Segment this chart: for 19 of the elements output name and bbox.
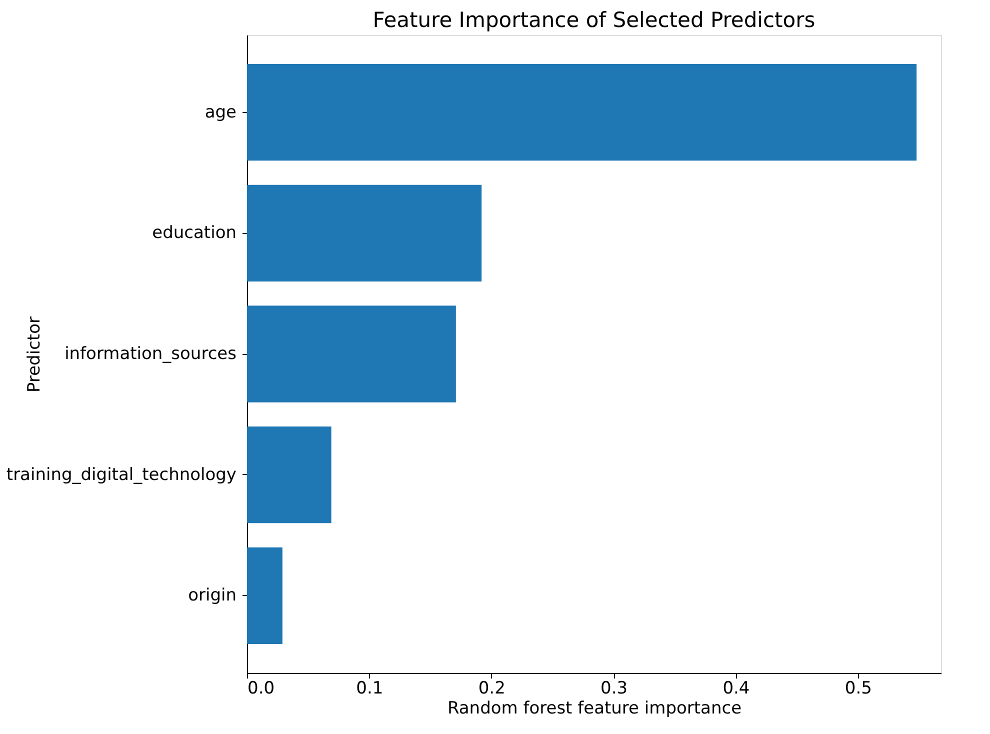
x-tick-label: 0.1	[356, 678, 384, 698]
bar	[247, 184, 482, 282]
x-tick-label: 0.0	[248, 678, 275, 698]
x-axis-title: Random forest feature importance	[447, 698, 742, 718]
bar	[247, 547, 282, 644]
x-tick-label: 0.4	[722, 678, 750, 698]
bar	[247, 64, 917, 161]
y-tick-label: origin	[188, 586, 236, 606]
bar	[247, 426, 332, 524]
y-tick-label: information_sources	[64, 344, 237, 364]
y-tick-label: education	[152, 223, 236, 244]
y-axis-title: Predictor	[24, 316, 44, 392]
y-tick-label: age	[204, 102, 236, 122]
x-tick-label: 0.5	[844, 678, 872, 698]
x-tick-label: 0.3	[600, 678, 628, 698]
y-tick-label: training_digital_technology	[6, 464, 236, 485]
chart-title: Feature Importance of Selected Predictors	[372, 8, 816, 32]
bar	[247, 306, 456, 402]
x-tick-label: 0.2	[478, 678, 506, 698]
